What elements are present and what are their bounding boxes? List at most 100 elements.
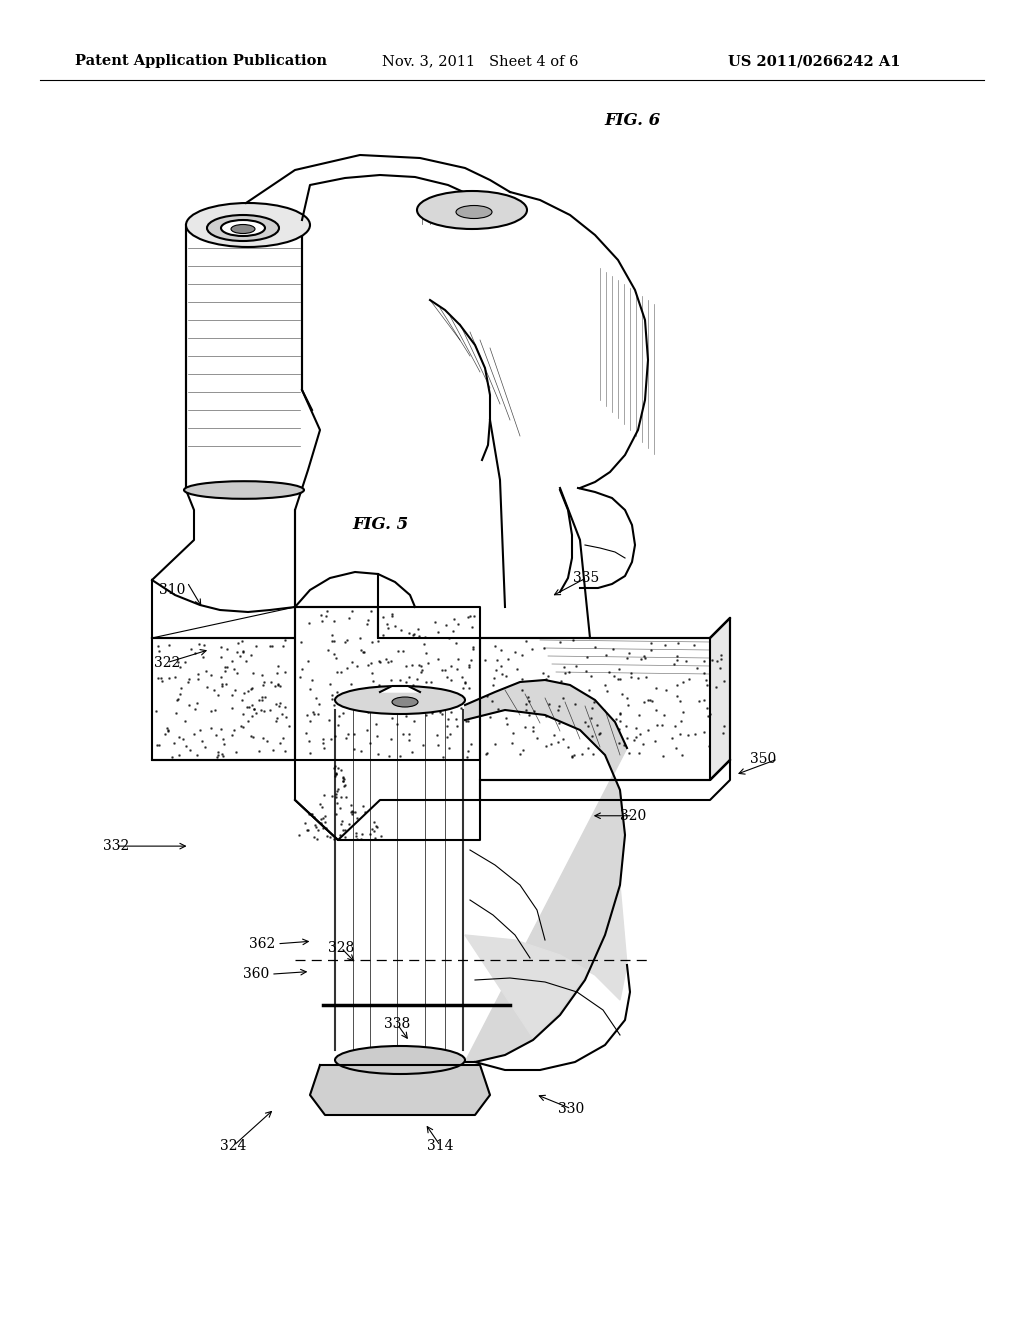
Point xyxy=(519,686,536,708)
Point xyxy=(716,715,732,737)
Point xyxy=(494,663,510,684)
Point xyxy=(464,616,480,638)
Point xyxy=(436,660,453,681)
Point xyxy=(565,744,582,766)
Point xyxy=(364,631,380,652)
Point xyxy=(327,726,343,747)
Point xyxy=(550,700,566,721)
Point xyxy=(612,669,629,690)
Point xyxy=(218,673,234,694)
Point xyxy=(378,649,394,671)
Point xyxy=(537,638,553,659)
Point xyxy=(328,763,344,784)
Text: 314: 314 xyxy=(427,1139,454,1152)
Point xyxy=(418,672,434,693)
Point xyxy=(615,735,632,756)
Point xyxy=(368,713,384,734)
Point xyxy=(696,651,713,672)
Point xyxy=(343,673,359,694)
Point xyxy=(453,697,469,718)
Point xyxy=(321,640,337,661)
Point xyxy=(437,696,454,717)
Point xyxy=(269,708,286,729)
Point xyxy=(229,663,246,684)
Point xyxy=(658,680,675,701)
Point xyxy=(333,787,349,808)
Point xyxy=(338,787,354,808)
Point xyxy=(196,635,212,656)
Point xyxy=(486,635,503,656)
Point xyxy=(521,690,538,711)
Point xyxy=(198,661,214,682)
Point xyxy=(410,618,426,639)
Point xyxy=(337,632,353,653)
Point xyxy=(195,645,211,667)
Point xyxy=(618,688,635,709)
Point xyxy=(551,696,567,717)
Point xyxy=(346,723,362,744)
Point xyxy=(420,653,436,675)
Point xyxy=(488,649,505,671)
Point xyxy=(398,705,415,726)
Ellipse shape xyxy=(417,191,527,228)
Point xyxy=(701,704,718,725)
Point xyxy=(367,828,383,849)
Point xyxy=(189,692,206,713)
Text: 338: 338 xyxy=(384,1018,411,1031)
Point xyxy=(338,727,354,748)
Point xyxy=(395,640,412,661)
Point xyxy=(546,725,562,746)
Point xyxy=(524,717,541,738)
Point xyxy=(329,780,345,801)
Point xyxy=(337,826,353,847)
Point xyxy=(262,635,279,656)
Point xyxy=(366,671,382,692)
Point xyxy=(340,723,356,744)
Point xyxy=(229,632,246,653)
Point xyxy=(355,795,372,816)
Point xyxy=(583,708,599,729)
Point xyxy=(246,698,262,719)
Ellipse shape xyxy=(184,482,304,499)
Point xyxy=(218,656,234,677)
Point xyxy=(330,758,346,779)
Point xyxy=(212,647,228,668)
Point xyxy=(655,746,672,767)
Point xyxy=(311,793,328,814)
Point xyxy=(591,723,607,744)
Point xyxy=(430,734,446,755)
Point xyxy=(255,727,271,748)
Text: 328: 328 xyxy=(328,941,354,954)
Point xyxy=(517,717,534,738)
Point xyxy=(306,704,323,725)
Point xyxy=(360,609,377,630)
Point xyxy=(678,651,694,672)
Point xyxy=(168,702,184,723)
Point xyxy=(555,688,571,709)
Point xyxy=(324,624,340,645)
Point xyxy=(302,742,318,763)
Point xyxy=(441,627,458,648)
Point xyxy=(556,656,572,677)
Polygon shape xyxy=(480,618,730,780)
Point xyxy=(583,665,599,686)
Point xyxy=(623,667,639,688)
Point xyxy=(404,675,421,696)
Point xyxy=(567,693,584,714)
Point xyxy=(293,631,309,652)
Point xyxy=(322,673,338,694)
Point xyxy=(292,667,308,688)
Point xyxy=(303,804,319,825)
Point xyxy=(339,630,355,651)
Polygon shape xyxy=(380,686,420,692)
Point xyxy=(330,779,346,800)
Point xyxy=(326,694,342,715)
Point xyxy=(328,647,344,668)
Point xyxy=(181,739,198,760)
Point xyxy=(613,684,630,705)
Point xyxy=(225,719,242,741)
Point xyxy=(517,693,534,714)
Point xyxy=(375,606,391,627)
Point xyxy=(324,631,340,652)
Point xyxy=(214,743,230,764)
